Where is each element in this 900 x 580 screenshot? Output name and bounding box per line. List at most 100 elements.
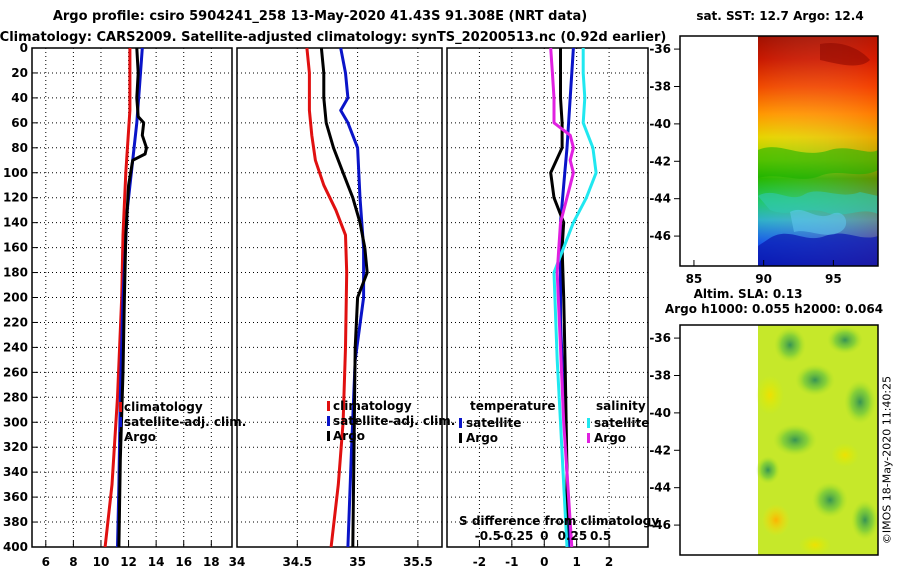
latitude-tick-label: -42: [649, 443, 671, 457]
series-line-salinity-argo: [549, 47, 575, 548]
imos-timestamp-text: ©IMOS 18-May-2020 11:40:25: [880, 375, 894, 545]
x-tick-label: 18: [203, 555, 220, 569]
latitude-tick-label: -44: [649, 192, 671, 206]
legend-swatch-climatology: [327, 401, 330, 411]
legend-title-salinity: salinity: [596, 399, 646, 413]
legend-label-sal-argo: Argo: [594, 431, 626, 445]
depth-tick-label: 340: [3, 465, 28, 479]
x-tick-label: 0: [540, 555, 548, 569]
secondary-tick-label: -0.5: [475, 529, 501, 543]
x-tick-label: 1: [572, 555, 580, 569]
longitude-tick-label: 95: [825, 272, 842, 286]
temperature-difference-axis: -2 -1 0 1 2: [473, 541, 613, 569]
longitude-tick-label: 85: [686, 272, 703, 286]
depth-tick-label: 380: [3, 515, 28, 529]
latitude-tick-label: -40: [649, 117, 671, 131]
x-tick-label: 14: [148, 555, 165, 569]
depth-tick-label: 280: [3, 390, 28, 404]
temperature-axis: 6 8 10 12 14 16 18: [42, 541, 220, 569]
temperature-grid: [32, 47, 232, 548]
salinity-difference-axis: -0.5-0.25 0 0.25 0.5: [475, 529, 612, 543]
salinity-difference-axis-label: S difference from climatology: [459, 514, 659, 528]
series-line-satellite-adj-clim-: [339, 47, 366, 548]
temperature-legend: climatology satellite-adj. clim. Argo: [119, 400, 246, 444]
x-tick-label: 12: [120, 555, 137, 569]
depth-tick-label: 400: [3, 540, 28, 554]
temperature-profiles: [103, 47, 148, 548]
sla-map: Altim. SLA: 0.13 Argo h1000: 0.055 h2000…: [649, 287, 883, 556]
sst-longitude-axis: 85 90 95: [686, 260, 842, 286]
secondary-tick-label: 0.25: [558, 529, 588, 543]
legend-label-temp-satellite: satellite: [466, 416, 521, 430]
depth-tick-label: 180: [3, 266, 28, 280]
secondary-tick-label: -0.25: [499, 529, 534, 543]
depth-tick-label: 160: [3, 241, 28, 255]
latitude-tick-label: -42: [649, 154, 671, 168]
x-tick-label: -2: [473, 555, 486, 569]
sla-map-title-line2: Argo h1000: 0.055 h2000: 0.064: [665, 302, 883, 316]
series-line-climatology: [305, 47, 349, 548]
legend-swatch-satellite: [327, 416, 330, 426]
series-line-salinity-satellite: [552, 48, 598, 548]
depth-tick-label: 140: [3, 216, 28, 230]
longitude-tick-label: 90: [755, 272, 772, 286]
series-line-argo: [117, 47, 148, 548]
x-tick-label: 35.5: [403, 555, 433, 569]
sst-map-title: sat. SST: 12.7 Argo: 12.4: [696, 9, 863, 23]
depth-tick-label: 100: [3, 166, 28, 180]
depth-tick-label: 220: [3, 315, 28, 329]
imos-timestamp: ©IMOS 18-May-2020 11:40:25: [880, 372, 894, 548]
depth-tick-label: 0: [20, 41, 28, 55]
depth-tick-label: 240: [3, 340, 28, 354]
depth-tick-label: 60: [11, 116, 28, 130]
legend-label-argo: Argo: [124, 430, 156, 444]
legend-label-sal-satellite: satellite: [594, 416, 649, 430]
figure-title-line2: Climatology: CARS2009. Satellite-adjuste…: [0, 30, 666, 45]
secondary-tick-label: 0: [540, 529, 548, 543]
latitude-tick-label: -40: [649, 406, 671, 420]
depth-axis: 0 20 40 60 80 100 120 140 160 180 200 220 240 260 280 3…: [3, 41, 38, 554]
legend-swatch-temp-satellite: [459, 418, 462, 428]
sla-latitude-axis: -36 -38 -40 -42 -44 -46: [649, 331, 680, 532]
legend-label-temp-argo: Argo: [466, 431, 498, 445]
latitude-tick-label: -46: [649, 229, 671, 243]
series-line-argo: [319, 47, 369, 548]
salinity-legend: climatology satellite-adj. clim. Argo: [327, 399, 455, 443]
x-tick-label: 34.5: [282, 555, 312, 569]
latitude-tick-label: -46: [649, 518, 671, 532]
salinity-axis: 34 34.5 35 35.5: [229, 541, 433, 569]
depth-tick-label: 320: [3, 440, 28, 454]
sst-map: sat. SST: 12.7 Argo: 12.4 -36 -38 -40 -42 -4…: [649, 9, 879, 286]
depth-tick-label: 40: [11, 91, 28, 105]
sla-map-frame: [679, 324, 879, 556]
salinity-panel: 34 34.5 35 35.5 climatology satellite-adj. …: [229, 47, 455, 569]
legend-swatch-argo: [327, 431, 330, 441]
x-tick-label: 8: [69, 555, 77, 569]
secondary-tick-label: 0.5: [590, 529, 611, 543]
depth-tick-label: 20: [11, 66, 28, 80]
difference-panel: -2 -1 0 1 2 temperature satellite Argo salin…: [446, 47, 659, 569]
latitude-tick-label: -36: [649, 42, 671, 56]
x-tick-label: 16: [175, 555, 192, 569]
figure-title-line1: Argo profile: csiro 5904241_258 13-May-2…: [53, 9, 587, 24]
depth-tick-label: 80: [11, 141, 28, 155]
legend-label-climatology: climatology: [124, 400, 203, 414]
sst-field: [758, 36, 878, 266]
sst-map-frame: [679, 35, 879, 267]
sst-latitude-axis: -36 -38 -40 -42 -44 -46: [649, 42, 680, 243]
depth-tick-label: 260: [3, 365, 28, 379]
legend-label-argo: Argo: [333, 429, 365, 443]
difference-profiles: [549, 47, 598, 548]
depth-tick-label: 120: [3, 191, 28, 205]
latitude-tick-label: -44: [649, 481, 671, 495]
legend-label-satellite: satellite-adj. clim.: [124, 415, 246, 429]
x-tick-label: 2: [605, 555, 613, 569]
latitude-tick-label: -36: [649, 331, 671, 345]
x-tick-label: 35: [349, 555, 366, 569]
difference-grid: [447, 47, 648, 548]
latitude-tick-label: -38: [649, 368, 671, 382]
legend-label-climatology: climatology: [333, 399, 412, 413]
series-line-temperature-argo: [549, 48, 569, 547]
x-tick-label: 6: [42, 555, 50, 569]
